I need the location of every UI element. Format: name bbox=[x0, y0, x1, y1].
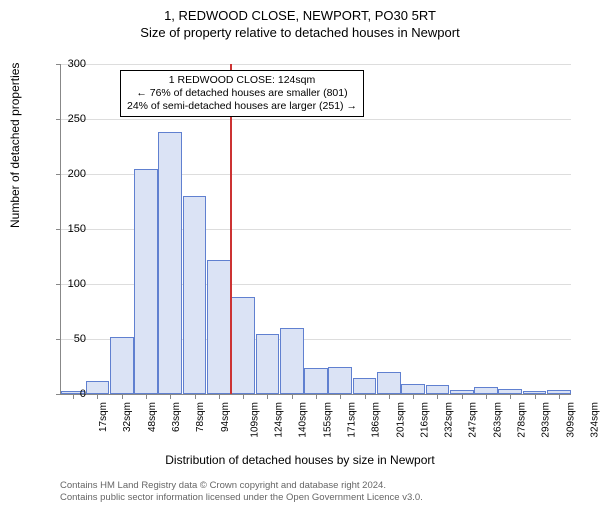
xtick-mark bbox=[462, 394, 463, 399]
xtick-label: 309sqm bbox=[565, 402, 576, 438]
annotation-box: 1 REDWOOD CLOSE: 124sqm← 76% of detached… bbox=[120, 70, 364, 117]
xtick-mark bbox=[437, 394, 438, 399]
footnote-line1: Contains HM Land Registry data © Crown c… bbox=[60, 480, 423, 492]
xtick-mark bbox=[243, 394, 244, 399]
xtick-mark bbox=[413, 394, 414, 399]
ytick-label: 0 bbox=[46, 388, 86, 400]
page-title: 1, REDWOOD CLOSE, NEWPORT, PO30 5RT bbox=[0, 8, 600, 23]
histogram-bar bbox=[207, 260, 231, 394]
histogram-bar bbox=[426, 385, 450, 394]
xtick-mark bbox=[559, 394, 560, 399]
histogram-bar bbox=[134, 169, 158, 395]
xtick-label: 124sqm bbox=[274, 402, 285, 438]
histogram-bar bbox=[280, 328, 304, 394]
annotation-line3: 24% of semi-detached houses are larger (… bbox=[127, 100, 357, 113]
histogram-bar bbox=[158, 132, 182, 394]
xtick-mark bbox=[219, 394, 220, 399]
histogram-bar bbox=[474, 387, 498, 394]
xtick-label: 48sqm bbox=[147, 402, 158, 432]
xtick-label: 140sqm bbox=[298, 402, 309, 438]
annotation-line1: 1 REDWOOD CLOSE: 124sqm bbox=[127, 74, 357, 87]
xtick-mark bbox=[97, 394, 98, 399]
xtick-mark bbox=[510, 394, 511, 399]
histogram-bar bbox=[328, 367, 352, 395]
histogram-bar bbox=[110, 337, 134, 394]
ytick-label: 200 bbox=[46, 168, 86, 180]
xtick-label: 63sqm bbox=[171, 402, 182, 432]
xtick-mark bbox=[316, 394, 317, 399]
xtick-label: 109sqm bbox=[249, 402, 260, 438]
xtick-label: 232sqm bbox=[444, 402, 455, 438]
xtick-label: 293sqm bbox=[541, 402, 552, 438]
xtick-mark bbox=[195, 394, 196, 399]
ytick-label: 50 bbox=[46, 333, 86, 345]
xtick-label: 263sqm bbox=[492, 402, 503, 438]
xtick-mark bbox=[365, 394, 366, 399]
xtick-mark bbox=[267, 394, 268, 399]
y-axis-label: Number of detached properties bbox=[8, 63, 22, 228]
histogram-bar bbox=[256, 334, 280, 395]
xtick-mark bbox=[292, 394, 293, 399]
xtick-label: 32sqm bbox=[122, 402, 133, 432]
histogram-bar bbox=[183, 196, 207, 394]
xtick-mark bbox=[340, 394, 341, 399]
histogram-bar bbox=[231, 297, 255, 394]
annotation-line2: ← 76% of detached houses are smaller (80… bbox=[127, 87, 357, 100]
ytick-label: 250 bbox=[46, 113, 86, 125]
histogram-bar bbox=[86, 381, 110, 394]
ytick-label: 100 bbox=[46, 278, 86, 290]
xtick-mark bbox=[486, 394, 487, 399]
xtick-label: 94sqm bbox=[220, 402, 231, 432]
x-axis-label: Distribution of detached houses by size … bbox=[0, 453, 600, 467]
xtick-label: 278sqm bbox=[517, 402, 528, 438]
footnote: Contains HM Land Registry data © Crown c… bbox=[60, 480, 423, 504]
xtick-mark bbox=[146, 394, 147, 399]
xtick-label: 78sqm bbox=[195, 402, 206, 432]
histogram-bar bbox=[377, 372, 401, 394]
xtick-mark bbox=[122, 394, 123, 399]
xtick-label: 17sqm bbox=[98, 402, 109, 432]
ytick-label: 150 bbox=[46, 223, 86, 235]
ytick-label: 300 bbox=[46, 58, 86, 70]
xtick-label: 324sqm bbox=[589, 402, 600, 438]
page-subtitle: Size of property relative to detached ho… bbox=[0, 25, 600, 40]
xtick-label: 155sqm bbox=[322, 402, 333, 438]
xtick-mark bbox=[170, 394, 171, 399]
footnote-line2: Contains public sector information licen… bbox=[60, 492, 423, 504]
xtick-label: 247sqm bbox=[468, 402, 479, 438]
xtick-mark bbox=[389, 394, 390, 399]
xtick-label: 171sqm bbox=[347, 402, 358, 438]
gridline bbox=[61, 64, 571, 65]
histogram-bar bbox=[304, 368, 328, 394]
histogram-bar bbox=[353, 378, 377, 395]
xtick-mark bbox=[535, 394, 536, 399]
histogram-bar bbox=[401, 384, 425, 394]
xtick-label: 186sqm bbox=[371, 402, 382, 438]
xtick-label: 216sqm bbox=[419, 402, 430, 438]
xtick-label: 201sqm bbox=[395, 402, 406, 438]
gridline bbox=[61, 119, 571, 120]
